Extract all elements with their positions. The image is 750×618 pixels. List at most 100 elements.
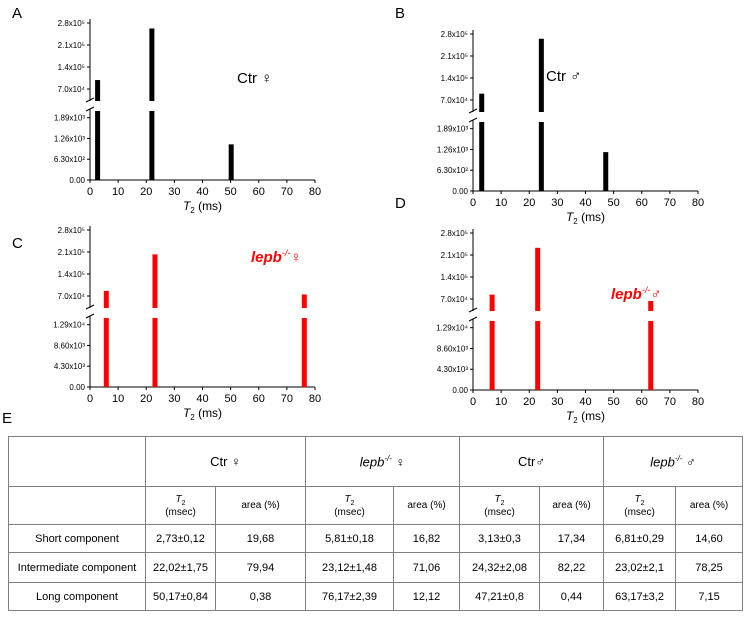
y-tick-label: 2.8x10⁵ xyxy=(58,226,85,235)
y-tick-label: 0.00 xyxy=(452,386,468,395)
x-tick-label: 70 xyxy=(281,186,293,198)
x-tick-label: 0 xyxy=(87,393,93,405)
x-tick-label: 60 xyxy=(636,396,648,408)
x-tick-label: 0 xyxy=(470,197,476,209)
bar-1-upper xyxy=(535,247,541,311)
x-tick-label: 10 xyxy=(112,393,124,405)
y-tick-label: 1.4x10⁵ xyxy=(58,270,85,279)
legend-superscript: -/- xyxy=(642,285,651,295)
legend-text: Ctr ♀ xyxy=(237,70,272,87)
y-tick-label: 1.29x10⁴ xyxy=(436,324,468,333)
x-axis-label-sub: 2 xyxy=(190,206,195,215)
table-cell: 2,73±0,12 xyxy=(145,524,216,553)
legend-sex-symbol: ♂ xyxy=(650,286,661,303)
y-tick-label: 4.30x10³ xyxy=(437,365,468,374)
table-cell: 82,22 xyxy=(539,552,605,583)
bar-1-lower xyxy=(152,318,158,387)
x-tick-label: 60 xyxy=(253,186,265,198)
x-tick-label: 40 xyxy=(579,197,591,209)
legend-label: lepb-/-♂ xyxy=(611,285,662,303)
bar-1-upper xyxy=(152,254,158,308)
x-tick-label: 30 xyxy=(168,186,180,198)
group-header-ctr-male: Ctr♂ xyxy=(459,436,605,487)
bar-0-lower xyxy=(489,321,495,390)
y-tick-label: 2.8x10⁵ xyxy=(441,229,468,238)
bar-0-upper xyxy=(95,80,101,101)
x-axis-label: T2 (ms) xyxy=(183,406,222,422)
legend-text: lepb xyxy=(251,249,282,266)
x-axis-label-prefix: T xyxy=(566,210,575,224)
y-tick-label: 6.30x10² xyxy=(54,155,85,164)
legend-label: lepb-/-♀ xyxy=(251,248,302,266)
subheader-t2-3: T2 (msec) xyxy=(603,486,677,525)
y-tick-label: 2.1x10⁵ xyxy=(441,52,468,61)
x-axis-label-unit: (ms) xyxy=(195,199,222,213)
legend-label: Ctr ♀ xyxy=(237,70,272,87)
panel-letter-a: A xyxy=(12,5,23,22)
panel-letter-d: D xyxy=(395,195,406,212)
table-cell: 23,12±1,48 xyxy=(305,552,394,583)
bar-1-upper xyxy=(538,38,544,112)
x-tick-label: 70 xyxy=(664,197,676,209)
axis-break-mark xyxy=(468,307,478,313)
axis-break-mark xyxy=(85,106,95,112)
table-cell: 3,13±0,3 xyxy=(459,524,541,553)
subheader-area-3: area (%) xyxy=(675,486,744,525)
axis-break-mark xyxy=(468,117,478,123)
y-tick-label: 7.0x10⁴ xyxy=(441,96,469,105)
bar-2-upper xyxy=(301,294,307,308)
row-header-intermediate: Intermediate component xyxy=(8,552,146,583)
group-header-ctr-female: Ctr ♀ xyxy=(145,436,306,487)
legend-superscript: -/- xyxy=(282,248,291,258)
x-tick-label: 20 xyxy=(140,393,152,405)
y-tick-label: 7.0x10⁴ xyxy=(58,292,86,301)
x-axis-label-prefix: T xyxy=(183,406,192,420)
table-cell: 12,12 xyxy=(392,582,461,611)
table-cell: 50,17±0,84 xyxy=(145,582,216,611)
y-tick-label: 2.1x10⁵ xyxy=(58,41,85,50)
x-tick-label: 80 xyxy=(309,186,321,198)
table-cell: 17,34 xyxy=(539,524,605,553)
panel-letter-c: C xyxy=(12,235,23,252)
x-tick-label: 60 xyxy=(253,393,265,405)
y-tick-label: 1.4x10⁵ xyxy=(441,273,468,282)
bar-1-lower xyxy=(149,111,155,180)
subheader-t2-2: T2 (msec) xyxy=(459,486,541,525)
x-tick-label: 0 xyxy=(87,186,93,198)
x-tick-label: 70 xyxy=(664,396,676,408)
x-axis-label-sub: 2 xyxy=(573,416,578,425)
x-tick-label: 40 xyxy=(196,186,208,198)
table-corner-cell xyxy=(8,436,146,487)
table-cell: 19,68 xyxy=(215,524,306,553)
bar-2-lower xyxy=(301,318,307,387)
x-tick-label: 50 xyxy=(225,186,237,198)
x-axis-label-sub: 2 xyxy=(190,413,195,422)
x-tick-label: 50 xyxy=(608,396,620,408)
x-axis-label-sub: 2 xyxy=(573,217,578,226)
panel-letter-e: E xyxy=(2,410,13,427)
x-axis-label-prefix: T xyxy=(566,409,575,423)
y-tick-label: 8.60x10³ xyxy=(437,344,468,353)
x-tick-label: 20 xyxy=(140,186,152,198)
panel-letter-b: B xyxy=(395,5,406,22)
y-tick-label: 1.29x10⁴ xyxy=(53,321,85,330)
y-tick-label: 1.89x10³ xyxy=(437,125,468,134)
legend-text: Ctr ♂ xyxy=(546,68,581,85)
table-cell: 24,32±2,08 xyxy=(459,552,541,583)
x-tick-label: 80 xyxy=(692,396,704,408)
y-tick-label: 0.00 xyxy=(69,176,85,185)
subheader-area-1: area (%) xyxy=(392,486,461,525)
table-cell: 71,06 xyxy=(392,552,461,583)
legend-text: lepb xyxy=(611,286,642,303)
y-tick-label: 7.0x10⁴ xyxy=(441,295,469,304)
x-tick-label: 60 xyxy=(636,197,648,209)
axis-break-mark xyxy=(468,316,478,322)
table-cell: 5,81±0,18 xyxy=(305,524,394,553)
subheader-area-0: area (%) xyxy=(215,486,306,525)
bar-1-lower xyxy=(538,122,544,191)
x-axis-label: T2 (ms) xyxy=(566,409,605,425)
y-tick-label: 2.8x10⁵ xyxy=(58,19,85,28)
component-table: Ctr ♀ lepb-/- ♀ Ctr♂ lepb-/- ♂ T2 (msec) a… xyxy=(8,436,744,611)
table-cell: 47,21±0,8 xyxy=(459,582,541,611)
legend-sex-symbol: ♀ xyxy=(290,249,301,266)
